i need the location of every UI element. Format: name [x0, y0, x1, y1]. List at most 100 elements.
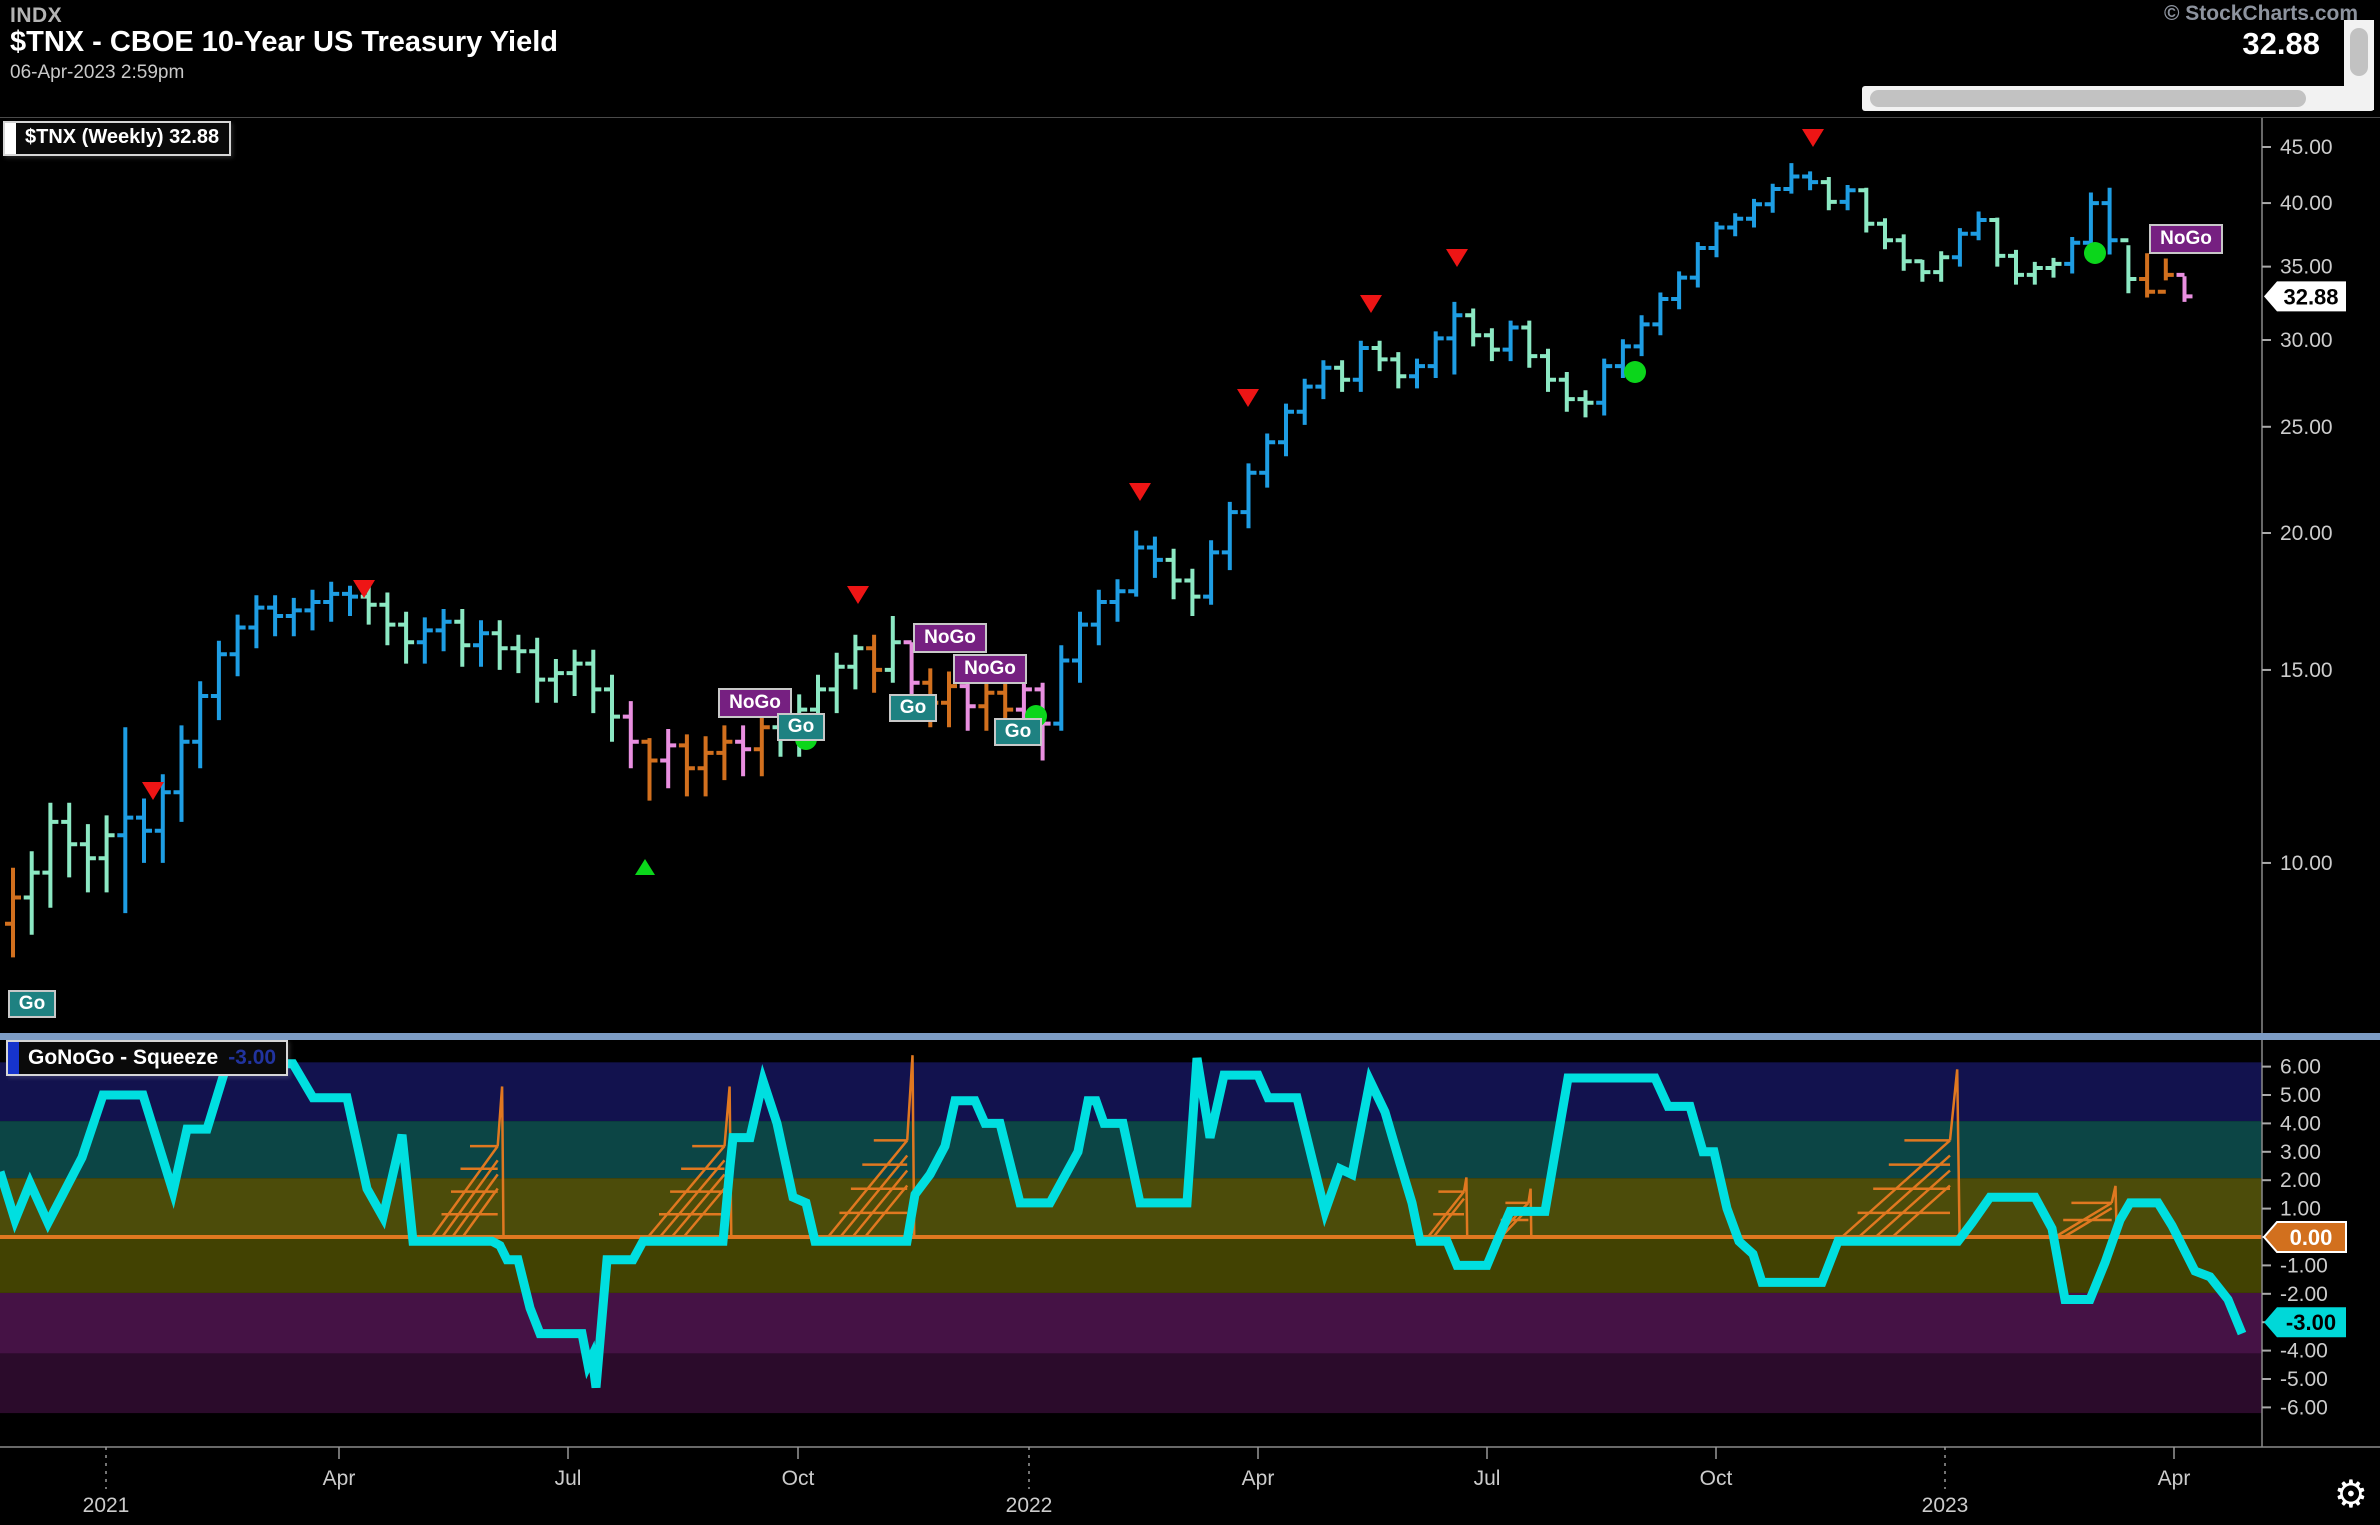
price-bar [1146, 536, 1163, 578]
price-bar [42, 802, 59, 908]
squeeze-band [0, 1062, 2262, 1122]
price-bar [847, 634, 864, 690]
price-panel-legend[interactable]: $TNX (Weekly) 32.88 [3, 121, 232, 156]
squeeze-axis-label: 3.00 [2280, 1141, 2321, 1164]
price-bar [735, 725, 752, 777]
copyright-label: © StockCharts.com [2163, 2, 2358, 25]
price-bar [1334, 360, 1351, 392]
price-bar [2082, 192, 2099, 248]
price-axis-label: 25.00 [2280, 416, 2333, 439]
squeeze-axis-label: 4.00 [2280, 1112, 2321, 1135]
red-triangle-marker [1802, 129, 1824, 147]
vertical-scrollbar[interactable] [2344, 20, 2374, 110]
price-bar [566, 649, 583, 696]
price-bar [1671, 271, 1688, 310]
go-signal-badge: Go [777, 713, 825, 741]
price-axis-label: 35.00 [2280, 256, 2333, 279]
x-axis-label: Oct [1700, 1467, 1733, 1490]
price-bar [1895, 234, 1912, 271]
settings-gear-icon[interactable]: ⚙ [2333, 1474, 2368, 1516]
price-bar [622, 701, 639, 769]
price-axis-label: 30.00 [2280, 329, 2333, 352]
price-bar [416, 617, 433, 664]
go-signal-badge: Go [889, 694, 937, 722]
horizontal-scrollbar-thumb[interactable] [1870, 90, 2306, 107]
price-bar [1970, 211, 1987, 241]
price-bar [1727, 213, 1744, 237]
price-bar [267, 595, 284, 637]
price-bar [79, 824, 96, 893]
squeeze-value-badge [2262, 1221, 2347, 1253]
x-axis-year-label: 2021 [83, 1494, 130, 1517]
exchange-label: INDX [10, 4, 63, 27]
price-bar [2064, 237, 2081, 274]
price-bar [398, 611, 415, 664]
price-axis-label: 40.00 [2280, 192, 2333, 215]
squeeze-value-badge-text: 0.00 [2290, 1225, 2333, 1250]
price-bar [1090, 589, 1107, 646]
price-bar [136, 798, 152, 863]
squeeze-band [0, 1178, 2262, 1237]
red-triangle-marker [142, 782, 164, 800]
price-bar [98, 815, 115, 893]
price-bar [1933, 251, 1950, 282]
price-bar [1296, 378, 1313, 425]
price-bar [304, 589, 321, 631]
squeeze-axis-label: 2.00 [2280, 1169, 2321, 1192]
price-bar [1764, 183, 1781, 213]
price-bar [491, 620, 508, 670]
last-price-badge-text: 32.88 [2283, 284, 2338, 309]
horizontal-scrollbar[interactable] [1862, 86, 2374, 111]
price-bar [454, 609, 471, 667]
squeeze-panel-legend[interactable]: GoNoGo - Squeeze -3.00 [6, 1040, 289, 1076]
price-bar [1446, 301, 1463, 375]
go-signal-badge: Go [994, 718, 1042, 746]
price-bar [229, 614, 246, 677]
vertical-scrollbar-thumb[interactable] [2350, 28, 2368, 76]
timestamp: 06-Apr-2023 2:59pm [10, 62, 185, 83]
x-axis-year-label: 2023 [1922, 1494, 1969, 1517]
price-bar [1951, 228, 1968, 267]
price-bar [753, 711, 770, 777]
price-bar [1802, 171, 1819, 191]
legend-label: $TNX (Weekly) 32.88 [25, 126, 220, 148]
chart-top-border [0, 117, 2380, 118]
squeeze-value-badge [2264, 1307, 2346, 1338]
price-bar [154, 774, 171, 863]
squeeze-band [0, 1292, 2262, 1354]
red-triangle-marker [1360, 295, 1382, 313]
price-bar [435, 609, 452, 652]
nogo-signal-badge: NoGo [913, 623, 987, 653]
nogo-signal-badge: NoGo [718, 688, 792, 718]
x-axis-label: Apr [2158, 1467, 2191, 1490]
x-axis-label: Apr [323, 1467, 356, 1490]
nogo-signal-badge: NoGo [2149, 224, 2223, 254]
price-bar [473, 620, 489, 667]
red-triangle-marker [1129, 483, 1151, 501]
price-bar [678, 734, 695, 797]
price-bar [248, 595, 265, 649]
price-bar [1109, 579, 1126, 622]
green-dot-marker [1624, 361, 1646, 383]
price-bar [1203, 540, 1220, 605]
legend-value: -3.00 [228, 1046, 277, 1069]
price-bar [1839, 185, 1856, 211]
squeeze-axis-label: -5.00 [2280, 1368, 2328, 1391]
price-bar [1633, 315, 1650, 357]
price-bar [884, 616, 901, 683]
price-bar [1914, 259, 1931, 282]
price-bar [2101, 187, 2118, 255]
price-bar [1128, 530, 1145, 597]
price-bar [1989, 217, 2006, 267]
price-bar [379, 592, 396, 646]
squeeze-axis-label: 5.00 [2280, 1084, 2321, 1107]
price-bar [1221, 501, 1238, 571]
price-axis-label: 20.00 [2280, 522, 2333, 545]
squeeze-zero-line [0, 1235, 2262, 1239]
price-bar [1614, 339, 1631, 378]
panel-separator [0, 1033, 2380, 1040]
price-bar [978, 677, 995, 731]
price-bar [1502, 320, 1519, 362]
squeeze-band [0, 1237, 2262, 1293]
